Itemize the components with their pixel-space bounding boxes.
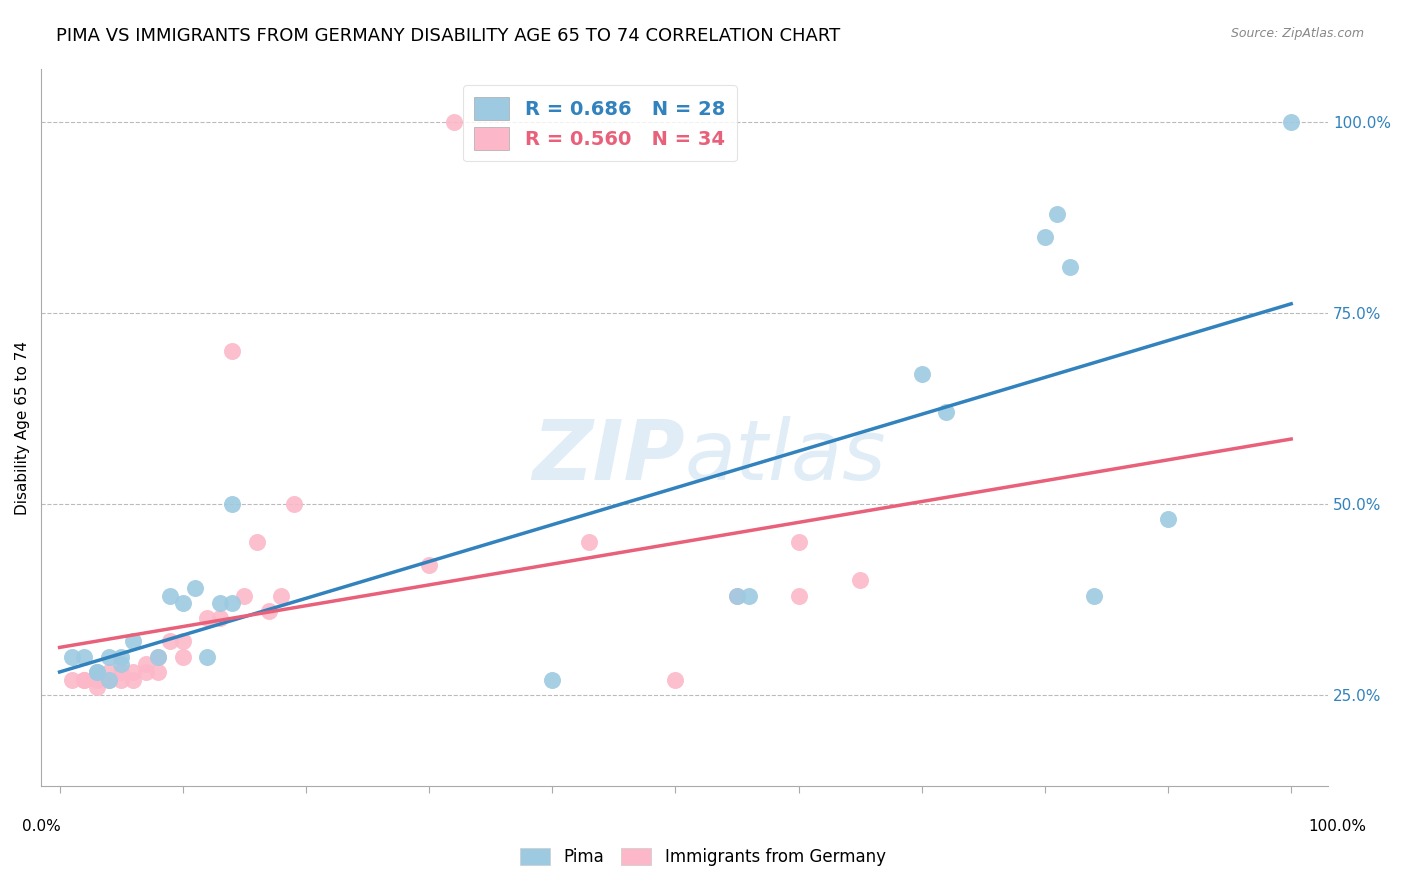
Point	[935, 405, 957, 419]
Text: PIMA VS IMMIGRANTS FROM GERMANY DISABILITY AGE 65 TO 74 CORRELATION CHART: PIMA VS IMMIGRANTS FROM GERMANY DISABILI…	[56, 27, 841, 45]
Legend: R = 0.686   N = 28, R = 0.560   N = 34: R = 0.686 N = 28, R = 0.560 N = 34	[463, 86, 737, 161]
Text: Source: ZipAtlas.com: Source: ZipAtlas.com	[1230, 27, 1364, 40]
Point	[122, 673, 145, 687]
Point	[418, 558, 440, 572]
Point	[86, 665, 108, 679]
Point	[208, 596, 231, 610]
Point	[664, 673, 686, 687]
Point	[172, 596, 194, 610]
Point	[73, 673, 96, 687]
Point	[257, 604, 280, 618]
Point	[246, 535, 269, 549]
Point	[86, 673, 108, 687]
Point	[146, 649, 169, 664]
Point	[97, 665, 120, 679]
Point	[60, 649, 83, 664]
Point	[725, 589, 748, 603]
Point	[1046, 207, 1069, 221]
Point	[208, 611, 231, 625]
Y-axis label: Disability Age 65 to 74: Disability Age 65 to 74	[15, 341, 30, 515]
Point	[787, 589, 810, 603]
Point	[725, 589, 748, 603]
Point	[146, 649, 169, 664]
Point	[283, 497, 305, 511]
Point	[146, 665, 169, 679]
Point	[1157, 512, 1180, 526]
Point	[60, 673, 83, 687]
Text: 100.0%: 100.0%	[1309, 819, 1367, 834]
Point	[73, 673, 96, 687]
Point	[787, 535, 810, 549]
Point	[849, 574, 872, 588]
Point	[159, 634, 181, 648]
Point	[184, 581, 207, 595]
Point	[135, 657, 157, 672]
Text: 0.0%: 0.0%	[22, 819, 60, 834]
Point	[110, 657, 132, 672]
Point	[86, 665, 108, 679]
Point	[159, 589, 181, 603]
Point	[86, 680, 108, 694]
Point	[97, 649, 120, 664]
Legend: Pima, Immigrants from Germany: Pima, Immigrants from Germany	[512, 840, 894, 875]
Point	[73, 649, 96, 664]
Point	[738, 589, 761, 603]
Point	[541, 673, 564, 687]
Point	[221, 344, 243, 359]
Point	[221, 497, 243, 511]
Point	[110, 673, 132, 687]
Text: atlas: atlas	[685, 416, 886, 497]
Point	[97, 673, 120, 687]
Point	[1279, 115, 1302, 129]
Point	[1033, 229, 1056, 244]
Point	[443, 115, 465, 129]
Point	[122, 634, 145, 648]
Point	[110, 665, 132, 679]
Point	[270, 589, 292, 603]
Point	[221, 596, 243, 610]
Point	[233, 589, 256, 603]
Text: ZIP: ZIP	[531, 416, 685, 497]
Point	[97, 673, 120, 687]
Point	[172, 634, 194, 648]
Point	[1083, 589, 1105, 603]
Point	[122, 665, 145, 679]
Point	[195, 649, 218, 664]
Point	[172, 649, 194, 664]
Point	[135, 665, 157, 679]
Point	[911, 367, 934, 381]
Point	[578, 535, 600, 549]
Point	[195, 611, 218, 625]
Point	[1059, 260, 1081, 274]
Point	[110, 649, 132, 664]
